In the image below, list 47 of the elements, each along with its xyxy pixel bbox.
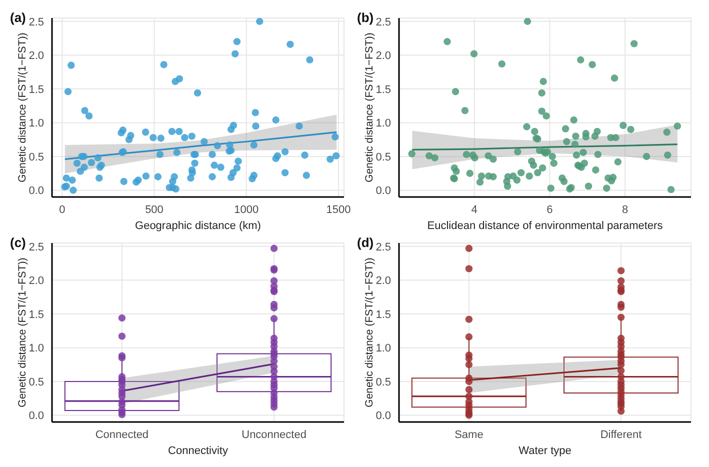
y-tick-label: 2.0 [28,275,44,288]
chart-title: (c) [10,235,26,250]
y-axis-title: Genetic distance (FST/(1−FST)) [16,258,29,408]
y-tick-label: 1.0 [28,342,44,355]
chart-title: (b) [357,10,374,25]
y-axis-title: Genetic distance (FST/(1−FST)) [364,32,376,182]
chart-title: (a) [10,10,26,25]
x-tick-label: 1000 [234,204,259,216]
x-axis-title: Connectivity [168,445,228,457]
x-tick-label: 1500 [326,204,351,216]
y-tick-label: 1.0 [376,118,391,130]
chart-title: (d) [357,235,374,250]
x-tick-label: 8 [622,204,628,216]
y-tick-label: 2.5 [376,16,391,28]
x-tick-label: 6 [546,204,553,216]
y-tick-label: 1.0 [376,342,391,355]
y-tick-label: 0.0 [28,185,44,198]
y-tick-label: 0.5 [28,151,44,164]
x-tick-label: 4 [471,204,478,216]
x-tick-label: Unconnected [242,428,306,441]
x-tick-label: Same [454,428,484,441]
y-tick-label: 0.5 [376,376,391,388]
y-tick-label: 2.5 [28,16,44,28]
y-tick-label: 2.0 [376,50,391,62]
x-tick-label: Different [600,428,642,441]
x-tick-label: 500 [145,204,164,216]
y-tick-label: 0.5 [376,151,391,164]
y-tick-label: 2.5 [28,241,44,254]
x-tick-label: Connected [95,428,149,441]
y-tick-label: 2.5 [376,241,391,254]
y-axis-title: Genetic distance (FST/(1−FST)) [364,258,376,408]
y-tick-label: 1.0 [28,118,44,130]
y-tick-label: 1.5 [28,308,44,321]
y-tick-label: 1.5 [28,84,44,96]
y-tick-label: 0.0 [28,410,44,422]
x-axis-title: Euclidean distance of environmental parameters [427,220,664,232]
y-tick-label: 2.0 [28,50,44,62]
x-tick-label: 0 [59,204,66,216]
y-tick-label: 0.0 [376,185,391,198]
x-axis-title: Water type [518,445,572,457]
y-tick-label: 1.5 [376,308,391,321]
y-tick-label: 0.5 [28,376,44,388]
y-tick-label: 2.0 [376,275,391,288]
x-axis-title: Geographic distance (km) [135,220,261,232]
y-tick-label: 1.5 [376,84,391,96]
y-tick-label: 0.0 [376,410,391,422]
y-axis-title: Genetic distance (FST/(1−FST)) [16,32,29,182]
